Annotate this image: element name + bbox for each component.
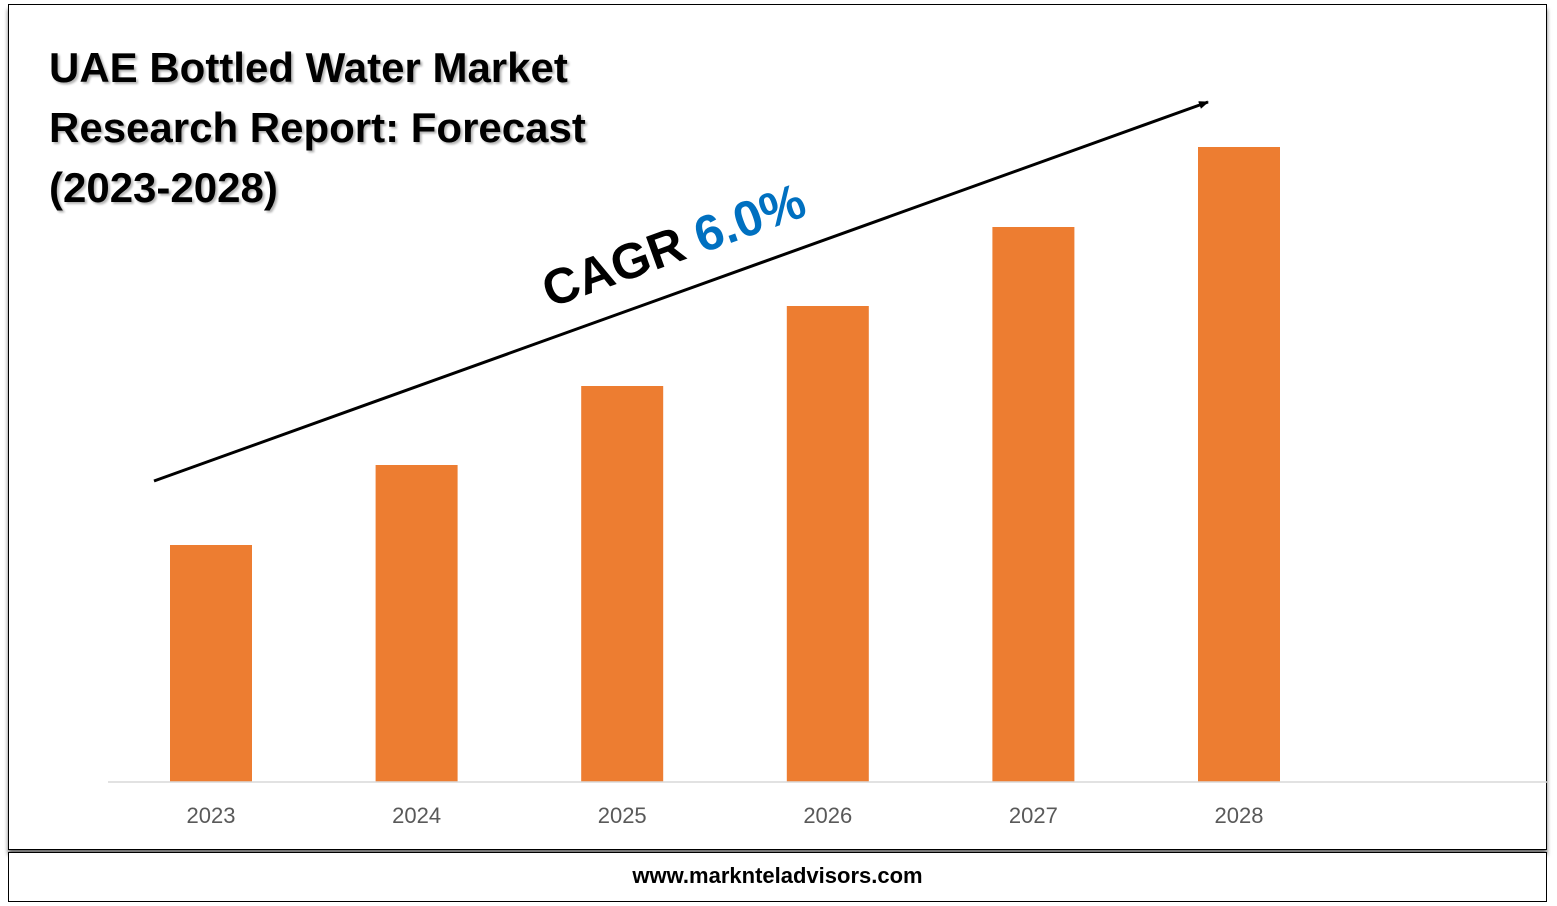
x-tick-label-2023: 2023 bbox=[187, 803, 236, 828]
bar-chart: 2023 2024 2025 2026 2027 2028 CAGR6.0% bbox=[108, 100, 1547, 828]
website-link[interactable]: www.marknteladvisors.com bbox=[632, 863, 923, 888]
cagr-label: CAGR bbox=[535, 216, 692, 319]
bar-2023 bbox=[170, 545, 252, 782]
x-tick-label-2027: 2027 bbox=[1009, 803, 1058, 828]
cagr-annotation: CAGR6.0% bbox=[535, 172, 813, 318]
bar-2024 bbox=[375, 465, 458, 782]
x-tick-label-2026: 2026 bbox=[803, 803, 852, 828]
footer: www.marknteladvisors.com bbox=[8, 852, 1547, 902]
bar-2025 bbox=[581, 386, 664, 782]
trend-arrow bbox=[153, 100, 1209, 483]
bar-2028 bbox=[1198, 147, 1280, 782]
chart-title: UAE Bottled Water Market Research Report… bbox=[49, 44, 586, 211]
bar-2027 bbox=[992, 227, 1075, 782]
x-tick-label-2028: 2028 bbox=[1215, 803, 1264, 828]
chart-frame bbox=[8, 4, 1547, 850]
bar-2026 bbox=[786, 306, 869, 782]
x-tick-label-2025: 2025 bbox=[598, 803, 647, 828]
x-tick-label-2024: 2024 bbox=[392, 803, 441, 828]
